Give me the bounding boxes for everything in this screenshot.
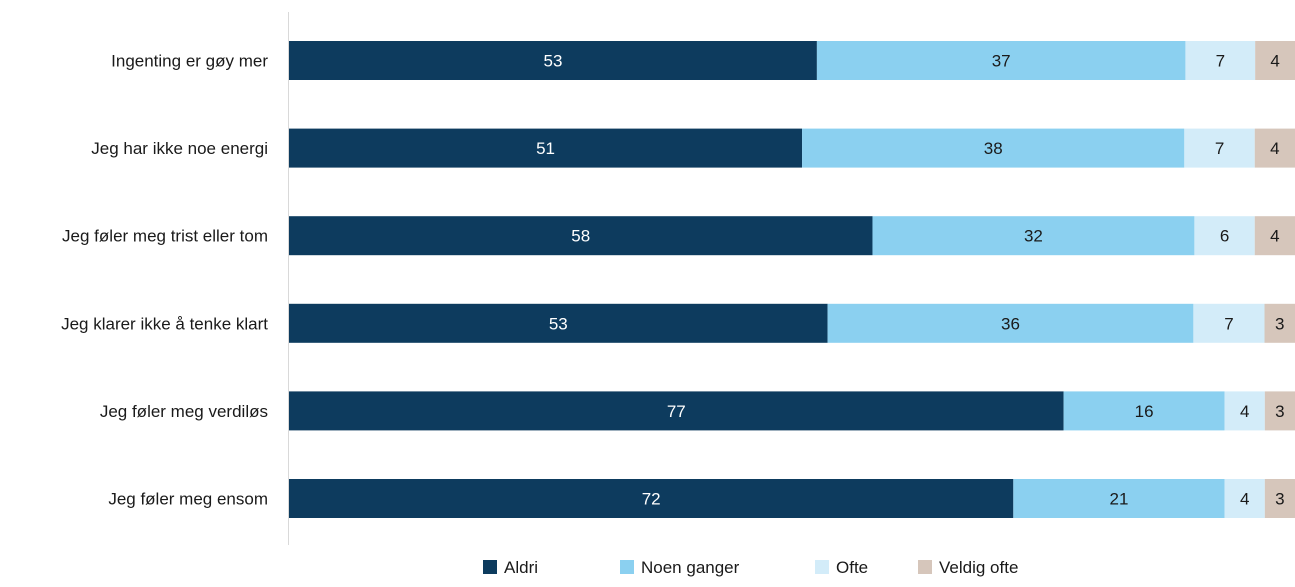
data-label: 4 (1270, 227, 1279, 246)
category-label: Jeg har ikke noe energi (91, 139, 268, 158)
data-label: 3 (1275, 314, 1284, 333)
data-label: 21 (1109, 490, 1128, 509)
bar-segment (1264, 479, 1295, 518)
category-label: Jeg føler meg trist eller tom (62, 227, 268, 246)
data-label: 4 (1240, 402, 1249, 421)
bar-segment (1224, 479, 1265, 518)
legend: Aldri Noen ganger Ofte Veldig ofte (483, 558, 1018, 577)
data-label: 3 (1275, 402, 1284, 421)
bar-segment (289, 391, 1064, 431)
data-label: 77 (667, 402, 686, 421)
legend-item: Ofte (815, 558, 868, 577)
bar-segment (872, 216, 1195, 256)
legend-item: Noen ganger (620, 558, 740, 577)
bar-segment (289, 479, 1014, 518)
bar-segment (1254, 216, 1295, 256)
data-label: 36 (1001, 314, 1020, 333)
data-label: 38 (984, 139, 1003, 158)
bar-segment (289, 303, 828, 343)
legend-swatch (483, 560, 497, 574)
legend-item: Aldri (483, 558, 538, 577)
bar-segment (1224, 391, 1265, 431)
legend-label: Aldri (504, 558, 538, 577)
legend-label: Veldig ofte (939, 558, 1018, 577)
category-labels: Ingenting er gøy mer Jeg har ikke noe ene… (61, 52, 268, 509)
data-label: 4 (1240, 490, 1249, 509)
data-label: 51 (536, 139, 555, 158)
bar-segment (1264, 303, 1295, 343)
legend-swatch (620, 560, 634, 574)
legend-item: Veldig ofte (918, 558, 1018, 577)
data-label: 16 (1135, 402, 1154, 421)
bar-segment (816, 41, 1186, 80)
category-label: Jeg føler meg verdiløs (100, 402, 268, 421)
legend-label: Noen ganger (641, 558, 740, 577)
data-label: 4 (1270, 139, 1279, 158)
data-label: 7 (1215, 139, 1224, 158)
data-label: 72 (642, 490, 661, 509)
bar-segment (1264, 391, 1295, 431)
bars-layer: 53 37 7 451 38 7 458 32 6 453 36 7 377 16 4 372 21 4 3 (289, 41, 1295, 518)
category-label: Ingenting er gøy mer (111, 52, 268, 71)
bar-segment (289, 216, 873, 256)
data-label: 32 (1024, 227, 1043, 246)
bar-segment (827, 303, 1194, 343)
data-label: 58 (571, 227, 590, 246)
data-label: 3 (1275, 490, 1284, 509)
data-label: 4 (1270, 52, 1279, 71)
bar-segment (1254, 128, 1295, 168)
bar-segment (1185, 41, 1256, 80)
data-label: 37 (992, 52, 1011, 71)
bar-segment (289, 41, 817, 80)
category-label: Jeg føler meg ensom (108, 490, 268, 509)
legend-swatch (815, 560, 829, 574)
data-label: 6 (1220, 227, 1229, 246)
data-label: 7 (1224, 314, 1233, 333)
bar-segment (1063, 391, 1225, 431)
bar-segment (1193, 303, 1265, 343)
bar-segment (1184, 128, 1255, 168)
category-label: Jeg klarer ikke å tenke klart (61, 314, 268, 333)
bar-segment (289, 128, 803, 168)
data-label: 53 (549, 314, 568, 333)
legend-label: Ofte (836, 558, 868, 577)
bar-segment (1013, 479, 1225, 518)
data-label: 7 (1216, 52, 1225, 71)
legend-swatch (918, 560, 932, 574)
bar-segment (1194, 216, 1255, 256)
bar-segment (1255, 41, 1295, 80)
data-label: 53 (543, 52, 562, 71)
bar-segment (802, 128, 1185, 168)
